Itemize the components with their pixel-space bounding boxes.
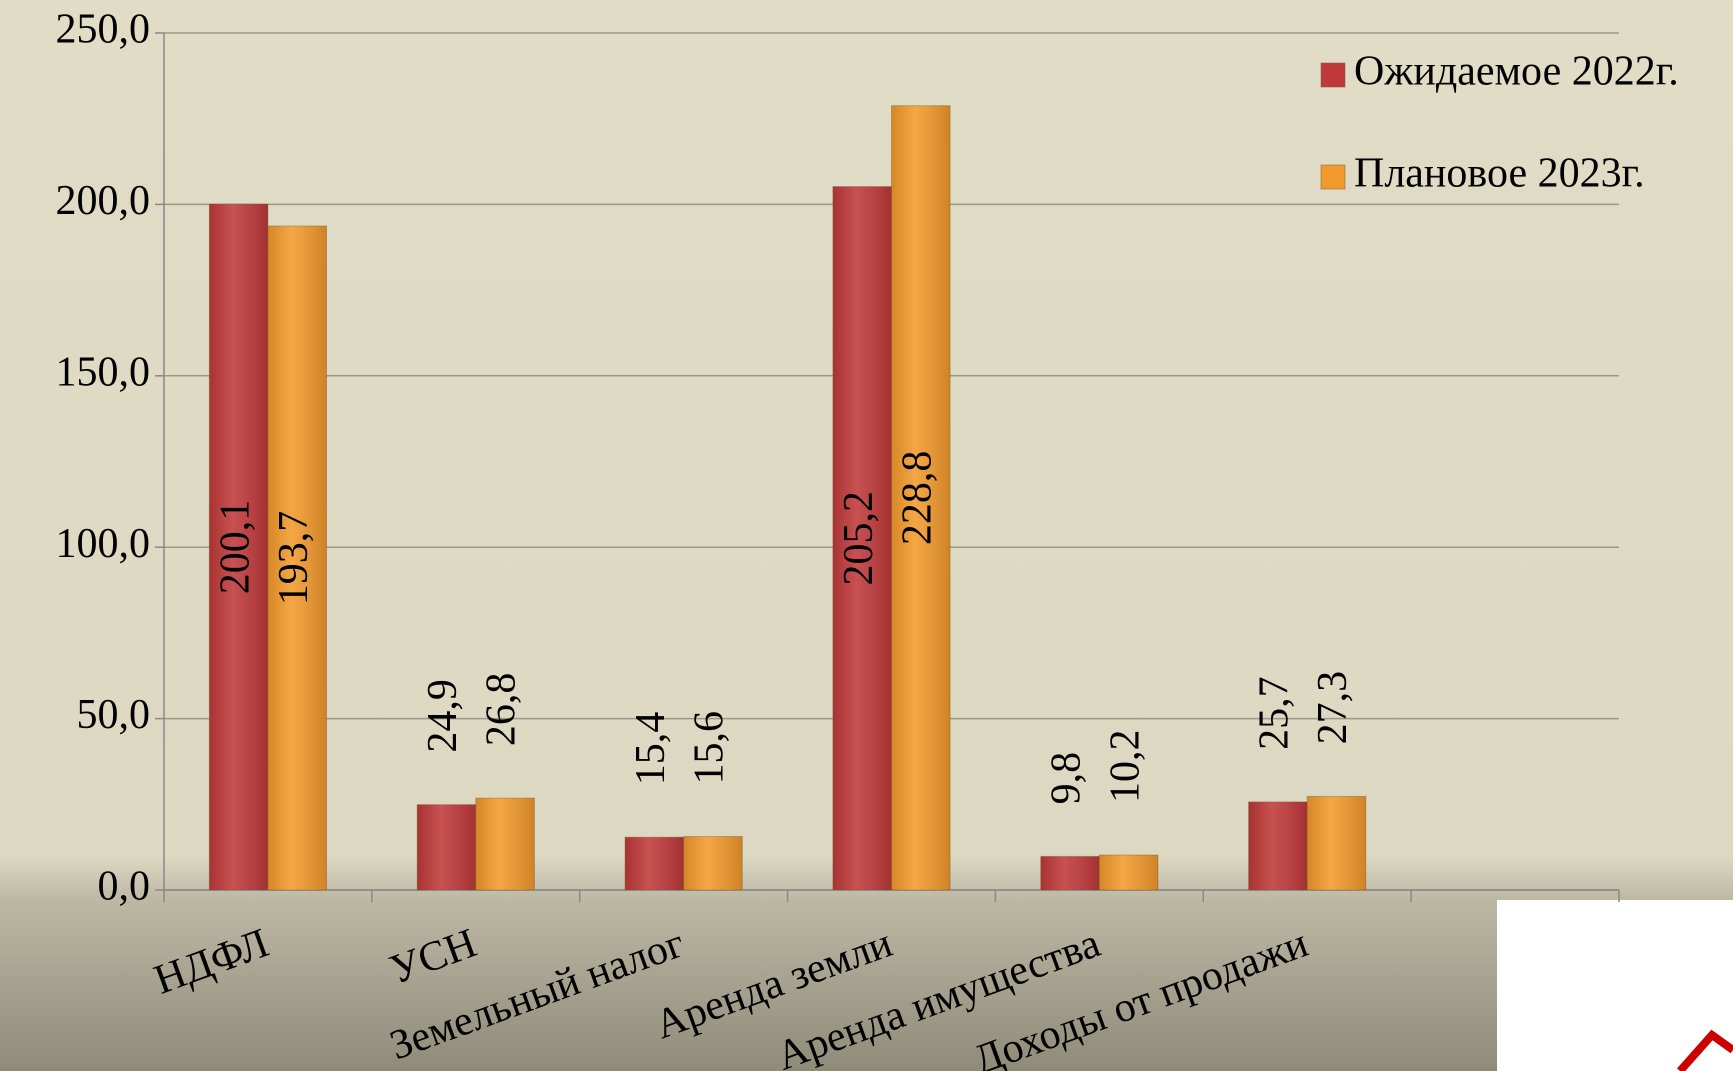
data-label: 15,4 bbox=[628, 712, 674, 786]
data-label: 228,8 bbox=[894, 451, 940, 546]
y-tick-label: 0,0 bbox=[98, 864, 151, 910]
bar-shade bbox=[209, 204, 268, 891]
y-tick-label: 50,0 bbox=[77, 692, 151, 738]
bar-shade bbox=[891, 105, 951, 891]
bar-shade bbox=[1040, 856, 1100, 890]
data-label: 26,8 bbox=[479, 673, 525, 746]
bar-shade bbox=[267, 225, 327, 890]
data-label: 9,8 bbox=[1044, 752, 1090, 805]
logo-fragment bbox=[1677, 1029, 1733, 1071]
y-tick-label: 200,0 bbox=[56, 178, 151, 224]
y-tick-label: 150,0 bbox=[56, 349, 151, 395]
legend-label: Ожидаемое 2022г. bbox=[1354, 49, 1679, 95]
legend-swatch bbox=[1320, 164, 1346, 190]
bar-shade bbox=[1307, 796, 1366, 890]
data-label: 27,3 bbox=[1310, 671, 1356, 745]
bar-shade bbox=[417, 804, 476, 890]
legend-label: Плановое 2023г. bbox=[1354, 151, 1645, 197]
bar-shade bbox=[475, 798, 535, 890]
bar-shade bbox=[1099, 855, 1158, 890]
y-tick-label: 100,0 bbox=[56, 521, 151, 567]
data-label: 193,7 bbox=[271, 511, 317, 606]
legend-swatch bbox=[1320, 62, 1346, 88]
bar-shade bbox=[683, 836, 743, 890]
data-label: 200,1 bbox=[212, 500, 258, 595]
data-label: 205,2 bbox=[836, 491, 882, 586]
data-label: 10,2 bbox=[1102, 730, 1148, 804]
y-tick-label: 250,0 bbox=[56, 7, 151, 53]
white-panel bbox=[1497, 900, 1733, 1071]
data-label: 15,6 bbox=[687, 711, 733, 785]
data-label: 25,7 bbox=[1252, 676, 1298, 750]
bar-shade bbox=[832, 186, 892, 890]
bar-shade bbox=[1248, 801, 1308, 890]
bar-shade bbox=[625, 837, 684, 890]
data-label: 24,9 bbox=[420, 679, 466, 753]
